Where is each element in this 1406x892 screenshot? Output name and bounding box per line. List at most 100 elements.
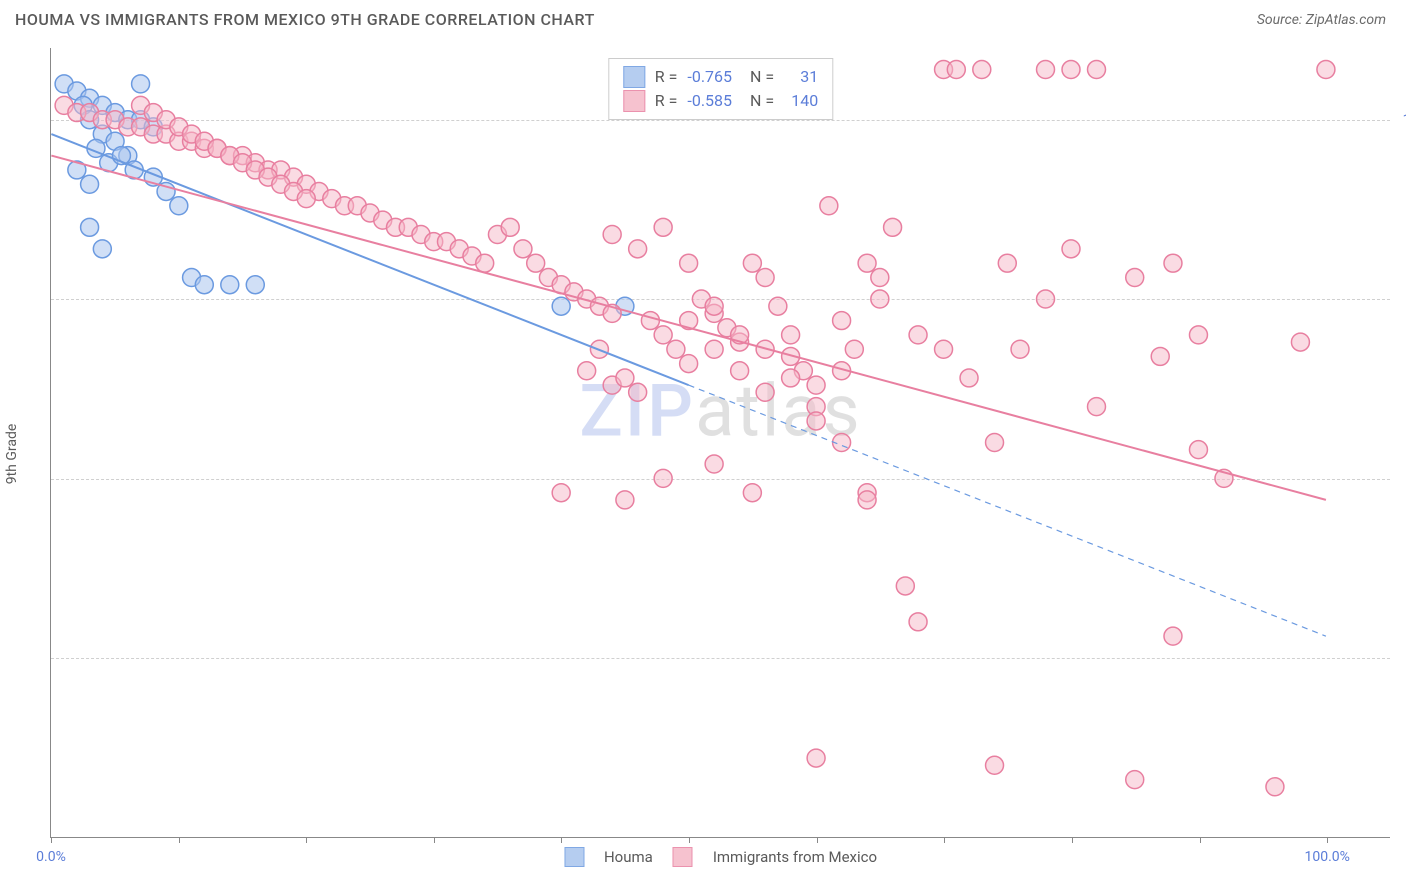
x-tick bbox=[51, 837, 52, 843]
data-point bbox=[947, 61, 965, 79]
data-point bbox=[833, 312, 851, 330]
data-point bbox=[807, 376, 825, 394]
data-point bbox=[1037, 290, 1055, 308]
series-legend: Houma Immigrants from Mexico bbox=[564, 847, 877, 867]
data-point bbox=[1189, 326, 1207, 344]
data-point bbox=[1164, 627, 1182, 645]
data-point bbox=[960, 369, 978, 387]
data-point bbox=[170, 197, 188, 215]
data-point bbox=[616, 491, 634, 509]
data-point bbox=[132, 75, 150, 93]
data-point bbox=[756, 269, 774, 287]
data-point bbox=[654, 469, 672, 487]
data-point bbox=[909, 326, 927, 344]
x-tick bbox=[1200, 837, 1201, 843]
data-point bbox=[858, 254, 876, 272]
legend-n-value: 140 bbox=[784, 89, 818, 113]
data-point bbox=[246, 276, 264, 294]
stats-legend: R =-0.765N =31R = -0.585 N = 140 bbox=[608, 58, 833, 120]
data-point bbox=[1189, 441, 1207, 459]
x-tick bbox=[944, 837, 945, 843]
data-point bbox=[858, 491, 876, 509]
legend-r-value: -0.765 bbox=[687, 65, 732, 89]
data-point bbox=[501, 218, 519, 236]
data-point bbox=[654, 218, 672, 236]
data-point bbox=[807, 749, 825, 767]
data-point bbox=[514, 240, 532, 258]
x-tick bbox=[434, 837, 435, 843]
data-point bbox=[629, 240, 647, 258]
data-point bbox=[81, 175, 99, 193]
data-point bbox=[1317, 61, 1335, 79]
data-point bbox=[1088, 61, 1106, 79]
data-point bbox=[667, 340, 685, 358]
data-point bbox=[297, 190, 315, 208]
data-point bbox=[1062, 240, 1080, 258]
x-tick bbox=[689, 837, 690, 843]
data-point bbox=[909, 613, 927, 631]
data-point bbox=[743, 484, 761, 502]
data-point bbox=[871, 290, 889, 308]
data-point bbox=[641, 312, 659, 330]
data-point bbox=[1062, 61, 1080, 79]
data-point bbox=[195, 276, 213, 294]
data-point bbox=[1126, 269, 1144, 287]
data-point bbox=[1088, 398, 1106, 416]
legend-r-value: -0.585 bbox=[687, 89, 732, 113]
data-point bbox=[896, 577, 914, 595]
x-tick bbox=[179, 837, 180, 843]
legend-r-label: R = bbox=[655, 89, 678, 113]
data-point bbox=[935, 340, 953, 358]
data-point bbox=[654, 326, 672, 344]
regression-line-extrapolated bbox=[689, 385, 1326, 636]
data-point bbox=[756, 383, 774, 401]
data-point bbox=[998, 254, 1016, 272]
data-point bbox=[552, 484, 570, 502]
data-point bbox=[603, 226, 621, 244]
data-point bbox=[986, 434, 1004, 452]
chart-plot-area: R =-0.765N =31R =-0.585N =140 ZIPatlas H… bbox=[50, 48, 1390, 838]
data-point bbox=[680, 254, 698, 272]
data-point bbox=[705, 340, 723, 358]
series-label: Houma bbox=[604, 848, 653, 866]
data-point bbox=[527, 254, 545, 272]
data-point bbox=[1126, 771, 1144, 789]
data-point bbox=[1266, 778, 1284, 796]
legend-n-value: 31 bbox=[784, 65, 818, 89]
scatter-plot-svg bbox=[51, 48, 1390, 837]
source-attribution: Source: ZipAtlas.com bbox=[1257, 12, 1386, 28]
legend-swatch bbox=[623, 66, 645, 88]
x-tick bbox=[1327, 837, 1328, 843]
data-point bbox=[221, 276, 239, 294]
series-label: Immigrants from Mexico bbox=[713, 848, 877, 866]
data-point bbox=[629, 383, 647, 401]
x-tick bbox=[306, 837, 307, 843]
data-point bbox=[782, 369, 800, 387]
legend-row: R =-0.765N =31 bbox=[623, 65, 818, 89]
data-point bbox=[1011, 340, 1029, 358]
data-point bbox=[680, 355, 698, 373]
x-tick bbox=[1072, 837, 1073, 843]
data-point bbox=[476, 254, 494, 272]
data-point bbox=[1164, 254, 1182, 272]
data-point bbox=[81, 218, 99, 236]
data-point bbox=[845, 340, 863, 358]
x-tick-label: 100.0% bbox=[1304, 849, 1349, 865]
y-tick-label: 100.0% bbox=[1403, 112, 1406, 128]
data-point bbox=[782, 326, 800, 344]
data-point bbox=[973, 61, 991, 79]
data-point bbox=[769, 297, 787, 315]
y-axis-label: 9th Grade bbox=[4, 424, 20, 485]
x-tick-label: 0.0% bbox=[36, 849, 66, 865]
data-point bbox=[807, 412, 825, 430]
data-point bbox=[743, 254, 761, 272]
data-point bbox=[552, 297, 570, 315]
data-point bbox=[884, 218, 902, 236]
data-point bbox=[705, 297, 723, 315]
legend-n-label: N = bbox=[750, 89, 774, 113]
data-point bbox=[731, 362, 749, 380]
regression-line bbox=[51, 134, 688, 385]
x-tick bbox=[817, 837, 818, 843]
chart-title: HOUMA VS IMMIGRANTS FROM MEXICO 9TH GRAD… bbox=[15, 10, 595, 29]
x-tick bbox=[561, 837, 562, 843]
